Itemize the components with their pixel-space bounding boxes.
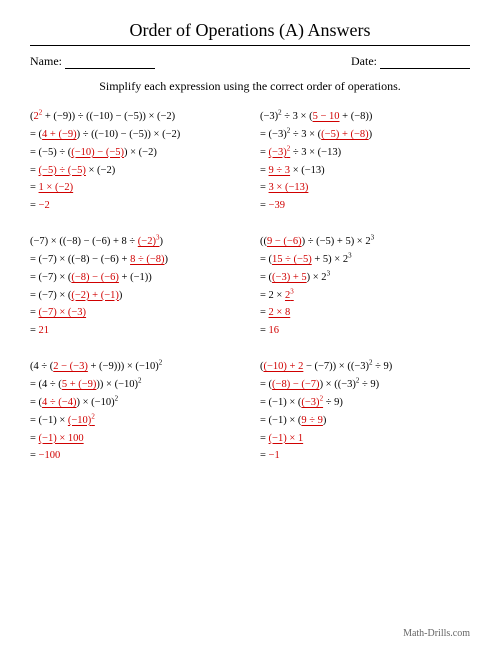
problem-line: = (4 + (−9)) ÷ ((−10) − (−5)) × (−2) [30,126,240,144]
problem-line: = 9 ÷ 3 × (−13) [260,162,470,180]
problem-line: (−3)2 ÷ 3 × (5 − 10 + (−8)) [260,108,470,126]
date-blank [380,56,470,69]
problem-line: = −2 [30,197,240,215]
problem-line: = ((−3) + 5) × 23 [260,269,470,287]
problem-line: = (−3)2 ÷ 3 × (−13) [260,144,470,162]
problem-line: (4 ÷ (2 − (−3) + (−9))) × (−10)2 [30,358,240,376]
problem-line: = (−7) × ((−2) + (−1)) [30,287,240,305]
problem: (−7) × ((−8) − (−6) + 8 ÷ (−2)3)= (−7) ×… [30,233,240,340]
problem-line: = 21 [30,322,240,340]
problem-line: = (4 ÷ (−4)) × (−10)2 [30,394,240,412]
problem-line: (−7) × ((−8) − (−6) + 8 ÷ (−2)3) [30,233,240,251]
problems-grid: (22 + (−9)) ÷ ((−10) − (−5)) × (−2)= (4 … [30,108,470,465]
name-label: Name: [30,54,62,68]
problem: ((−10) + 2 − (−7)) × ((−3)2 ÷ 9)= ((−8) … [260,358,470,465]
problem-line: = (−7) × (−3) [30,304,240,322]
problem-line: = 2 × 23 [260,287,470,305]
date-label: Date: [351,54,377,68]
name-field: Name: [30,54,155,69]
divider [30,45,470,46]
problem-line: = −39 [260,197,470,215]
problem-line: = 1 × (−2) [30,179,240,197]
problem-line: = (−1) × (9 ÷ 9) [260,412,470,430]
problem-line: = ((−8) − (−7)) × ((−3)2 ÷ 9) [260,376,470,394]
problem-line: = 16 [260,322,470,340]
page-title: Order of Operations (A) Answers [30,20,470,41]
problem-line: = (−1) × (−10)2 [30,412,240,430]
name-blank [65,56,155,69]
instruction: Simplify each expression using the corre… [30,79,470,94]
date-field: Date: [351,54,470,69]
problem: (−3)2 ÷ 3 × (5 − 10 + (−8))= (−3)2 ÷ 3 ×… [260,108,470,215]
problem-line: = (−5) ÷ ((−10) − (−5)) × (−2) [30,144,240,162]
problem-line: = (−1) × 100 [30,430,240,448]
problem-line: = (−7) × ((−8) − (−6) + (−1)) [30,269,240,287]
problem-line: ((−10) + 2 − (−7)) × ((−3)2 ÷ 9) [260,358,470,376]
problem: (4 ÷ (2 − (−3) + (−9))) × (−10)2= (4 ÷ (… [30,358,240,465]
problem-line: = (4 ÷ (5 + (−9))) × (−10)2 [30,376,240,394]
problem-line: = −1 [260,447,470,465]
problem-line: = (−1) × 1 [260,430,470,448]
problem-line: = 3 × (−13) [260,179,470,197]
problem-line: = 2 × 8 [260,304,470,322]
problem-line: = −100 [30,447,240,465]
problem: (22 + (−9)) ÷ ((−10) − (−5)) × (−2)= (4 … [30,108,240,215]
problem-line: = (−1) × ((−3)2 ÷ 9) [260,394,470,412]
problem-line: = (−3)2 ÷ 3 × ((−5) + (−8)) [260,126,470,144]
problem-line: ((9 − (−6)) ÷ (−5) + 5) × 23 [260,233,470,251]
problem: ((9 − (−6)) ÷ (−5) + 5) × 23= (15 ÷ (−5)… [260,233,470,340]
footer: Math-Drills.com [403,628,470,639]
problem-line: (22 + (−9)) ÷ ((−10) − (−5)) × (−2) [30,108,240,126]
meta-row: Name: Date: [30,54,470,69]
problem-line: = (15 ÷ (−5) + 5) × 23 [260,251,470,269]
problem-line: = (−5) ÷ (−5) × (−2) [30,162,240,180]
problem-line: = (−7) × ((−8) − (−6) + 8 ÷ (−8)) [30,251,240,269]
